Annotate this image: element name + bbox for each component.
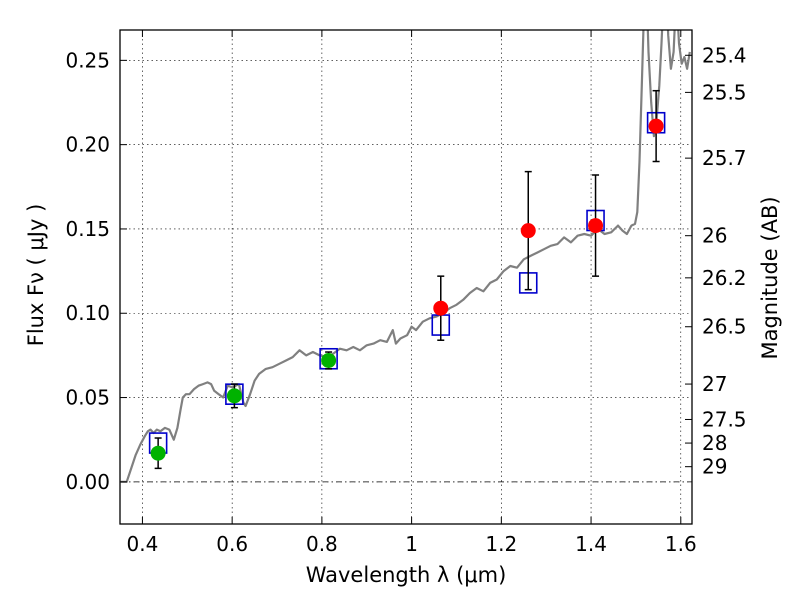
x-tick-label: 0.6 bbox=[216, 532, 248, 556]
plot-frame bbox=[119, 29, 693, 525]
observed-flux-point bbox=[520, 223, 536, 239]
x-tick-label: 1.2 bbox=[485, 532, 517, 556]
x-tick-label: 1.4 bbox=[575, 532, 607, 556]
magnitude-tick-label: 26.2 bbox=[702, 266, 747, 290]
magnitude-tick-label: 27 bbox=[702, 372, 727, 396]
y-axis-label: Flux Fν ( μJy ) bbox=[24, 204, 48, 347]
magnitude-tick-label: 26 bbox=[702, 224, 727, 248]
y-tick-label: 0.15 bbox=[65, 217, 110, 241]
x-tick-label: 1.6 bbox=[665, 532, 697, 556]
magnitude-tick-label: 25.7 bbox=[702, 146, 747, 170]
y-tick-label: 0.10 bbox=[65, 301, 110, 325]
observed-flux-point bbox=[648, 118, 664, 134]
model-spectrum-line bbox=[120, 30, 691, 483]
y-tick-label: 0.05 bbox=[65, 386, 110, 410]
observed-flux-point bbox=[150, 445, 166, 461]
y-tick-label: 0.00 bbox=[65, 470, 110, 494]
y-tick-label: 0.20 bbox=[65, 133, 110, 157]
y-tick-label: 0.25 bbox=[65, 48, 110, 72]
magnitude-tick-label: 26.5 bbox=[702, 315, 747, 339]
observed-flux-point bbox=[321, 352, 337, 368]
magnitude-tick-label: 25.5 bbox=[702, 80, 747, 104]
observed-flux-point bbox=[433, 300, 449, 316]
x-tick-label: 0.4 bbox=[127, 532, 159, 556]
x-tick-label: 1 bbox=[405, 532, 418, 556]
observed-flux-point bbox=[588, 218, 604, 234]
observed-flux-point bbox=[226, 388, 242, 404]
x-axis-label: Wavelength λ (μm) bbox=[306, 563, 507, 587]
plot-area bbox=[120, 30, 691, 483]
magnitude-tick-label: 25.4 bbox=[702, 43, 747, 67]
magnitude-axis-label: Magnitude (AB) bbox=[758, 196, 782, 359]
magnitude-tick-label: 28 bbox=[702, 431, 727, 455]
x-tick-label: 0.8 bbox=[306, 532, 338, 556]
magnitude-tick-label: 27.5 bbox=[702, 407, 747, 431]
magnitude-tick-label: 29 bbox=[702, 455, 727, 479]
axis-ticks: 0.4 0.6 0.8 1 1.2 1.4 1.6 0.00 0.05 0.10 0.15 0.20 0… bbox=[65, 30, 747, 556]
grid bbox=[120, 30, 692, 524]
